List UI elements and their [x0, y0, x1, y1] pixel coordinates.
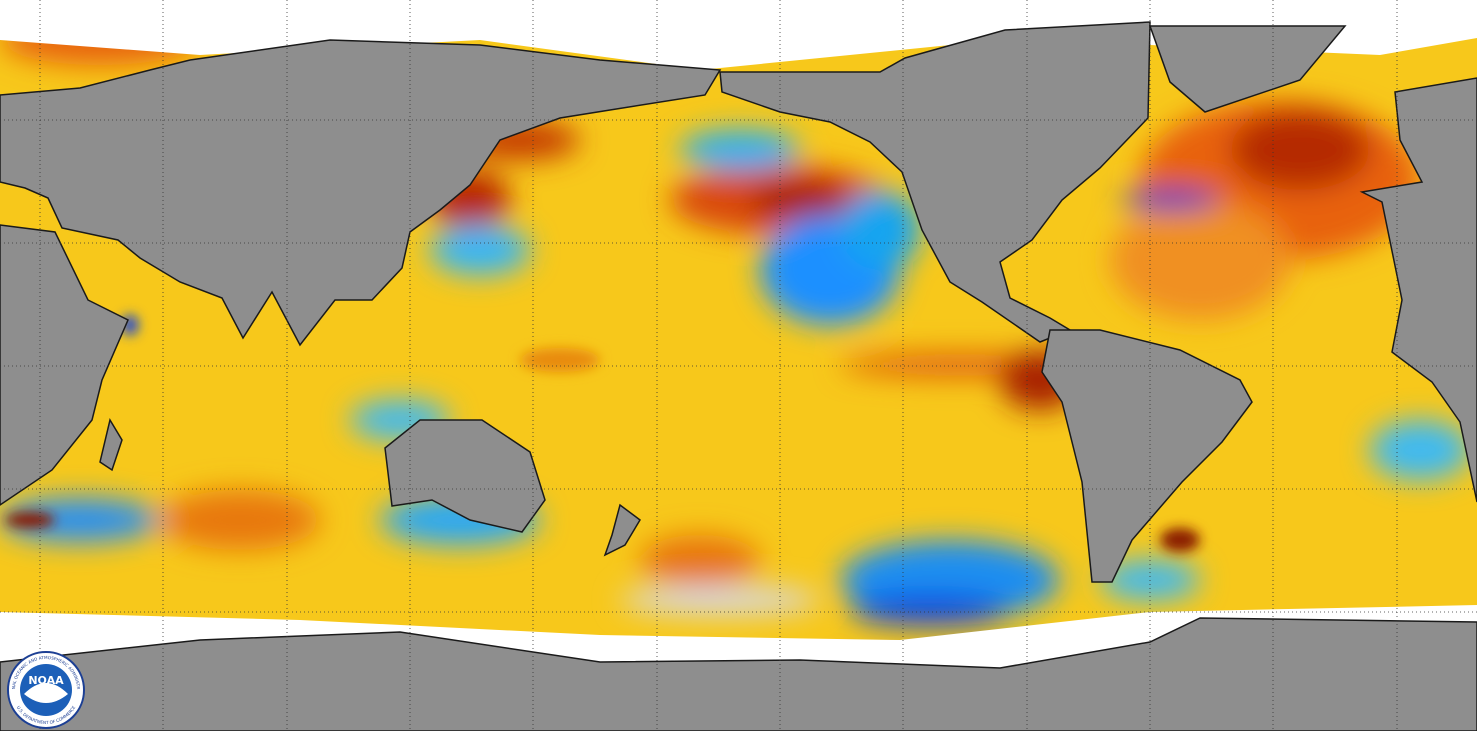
- greenland: [1148, 25, 1347, 113]
- logo-acronym: NOAA: [28, 674, 64, 687]
- arctic-ice: [0, 0, 1477, 70]
- antarctica: [0, 617, 1477, 731]
- africa-west: [0, 224, 129, 506]
- new-zealand: [603, 503, 641, 557]
- australia: [384, 419, 546, 533]
- north-america: [719, 21, 1151, 343]
- anomaly-field: [0, 15, 1470, 625]
- madagascar: [99, 418, 123, 472]
- south-america: [1041, 329, 1253, 583]
- eurasia: [0, 39, 722, 347]
- europe-africa-east: [1359, 77, 1477, 503]
